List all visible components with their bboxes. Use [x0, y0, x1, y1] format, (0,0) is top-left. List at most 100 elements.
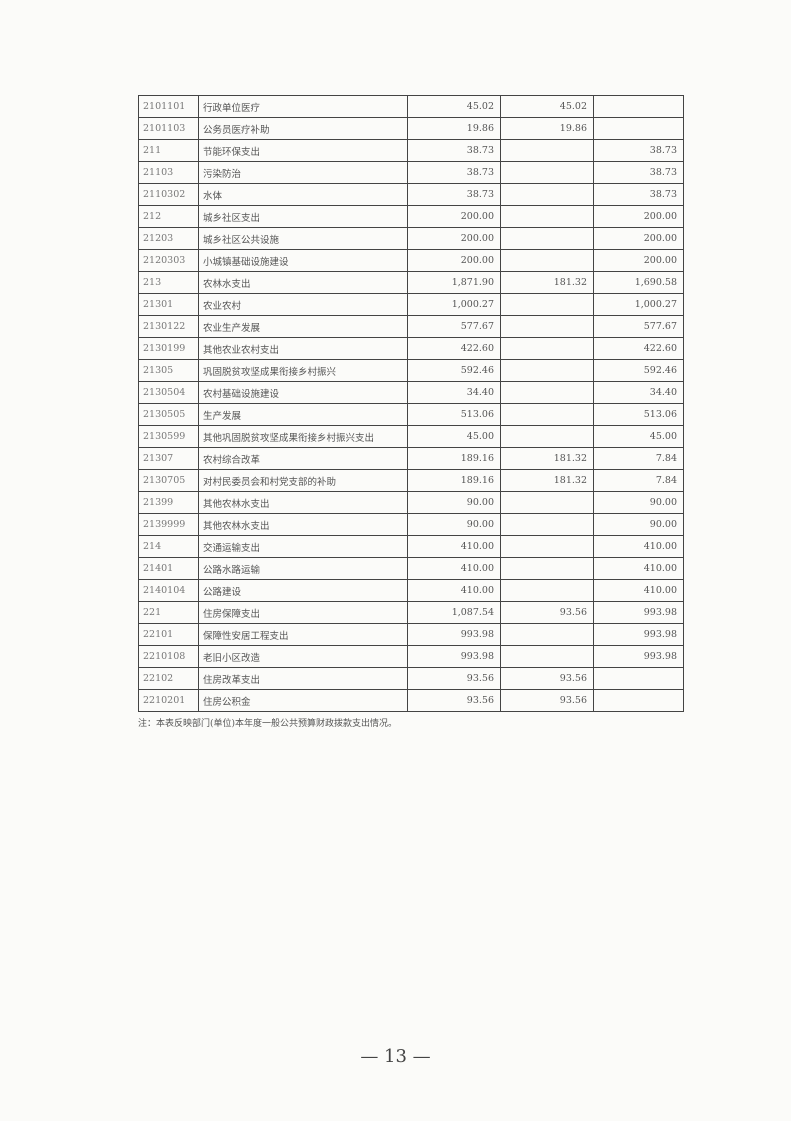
basic-expenditure [500, 161, 594, 184]
table-row: 2130199 其他农业农村支出 422.60 422.60 [138, 337, 684, 360]
table-row: 2101101 行政单位医疗 45.02 45.02 [138, 95, 684, 118]
table-row: 211 节能环保支出 38.73 38.73 [138, 139, 684, 162]
total-amount: 189.16 [407, 447, 501, 470]
project-expenditure: 200.00 [593, 227, 684, 250]
subject-code: 21305 [138, 359, 199, 382]
project-expenditure: 592.46 [593, 359, 684, 382]
project-expenditure: 90.00 [593, 491, 684, 514]
basic-expenditure [500, 293, 594, 316]
table-row: 2101103 公务员医疗补助 19.86 19.86 [138, 117, 684, 140]
basic-expenditure: 181.32 [500, 271, 594, 294]
total-amount: 90.00 [407, 513, 501, 536]
subject-name: 其他巩固脱贫攻坚成果衔接乡村振兴支出 [198, 425, 408, 448]
table-row: 2120303 小城镇基础设施建设 200.00 200.00 [138, 249, 684, 272]
subject-code: 22102 [138, 667, 199, 690]
subject-name: 公务员医疗补助 [198, 117, 408, 140]
subject-code: 214 [138, 535, 199, 558]
subject-code: 2139999 [138, 513, 199, 536]
basic-expenditure: 93.56 [500, 601, 594, 624]
subject-name: 生产发展 [198, 403, 408, 426]
table-row: 22101 保障性安居工程支出 993.98 993.98 [138, 623, 684, 646]
subject-code: 2130599 [138, 425, 199, 448]
table-row: 2140104 公路建设 410.00 410.00 [138, 579, 684, 602]
expenditure-table: 2101101 行政单位医疗 45.02 45.02 2101103 公务员医疗补助 19.… [138, 95, 684, 712]
total-amount: 200.00 [407, 227, 501, 250]
total-amount: 189.16 [407, 469, 501, 492]
table-row: 2210108 老旧小区改造 993.98 993.98 [138, 645, 684, 668]
table-row: 21305 巩固脱贫攻坚成果衔接乡村振兴 592.46 592.46 [138, 359, 684, 382]
table-row: 22102 住房改革支出 93.56 93.56 [138, 667, 684, 690]
table-row: 221 住房保障支出 1,087.54 93.56 993.98 [138, 601, 684, 624]
total-amount: 577.67 [407, 315, 501, 338]
subject-code: 2120303 [138, 249, 199, 272]
project-expenditure [593, 117, 684, 140]
total-amount: 993.98 [407, 645, 501, 668]
total-amount: 410.00 [407, 535, 501, 558]
table-row: 2210201 住房公积金 93.56 93.56 [138, 689, 684, 712]
project-expenditure [593, 95, 684, 118]
total-amount: 38.73 [407, 139, 501, 162]
basic-expenditure [500, 249, 594, 272]
project-expenditure: 90.00 [593, 513, 684, 536]
total-amount: 45.00 [407, 425, 501, 448]
total-amount: 93.56 [407, 689, 501, 712]
subject-name: 其他农林水支出 [198, 513, 408, 536]
project-expenditure [593, 689, 684, 712]
subject-name: 农村综合改革 [198, 447, 408, 470]
project-expenditure [593, 667, 684, 690]
subject-name: 城乡社区支出 [198, 205, 408, 228]
subject-code: 2130705 [138, 469, 199, 492]
subject-code: 2130122 [138, 315, 199, 338]
basic-expenditure [500, 227, 594, 250]
total-amount: 993.98 [407, 623, 501, 646]
subject-code: 2140104 [138, 579, 199, 602]
basic-expenditure: 93.56 [500, 689, 594, 712]
basic-expenditure: 181.32 [500, 469, 594, 492]
table-row: 2130505 生产发展 513.06 513.06 [138, 403, 684, 426]
subject-code: 2101103 [138, 117, 199, 140]
total-amount: 592.46 [407, 359, 501, 382]
subject-name: 保障性安居工程支出 [198, 623, 408, 646]
basic-expenditure [500, 425, 594, 448]
project-expenditure: 993.98 [593, 645, 684, 668]
basic-expenditure: 181.32 [500, 447, 594, 470]
subject-code: 21399 [138, 491, 199, 514]
subject-name: 农村基础设施建设 [198, 381, 408, 404]
project-expenditure: 38.73 [593, 183, 684, 206]
total-amount: 1,000.27 [407, 293, 501, 316]
subject-code: 22101 [138, 623, 199, 646]
subject-code: 2130505 [138, 403, 199, 426]
basic-expenditure [500, 337, 594, 360]
project-expenditure: 1,000.27 [593, 293, 684, 316]
subject-name: 住房保障支出 [198, 601, 408, 624]
subject-name: 水体 [198, 183, 408, 206]
basic-expenditure [500, 557, 594, 580]
subject-code: 221 [138, 601, 199, 624]
total-amount: 200.00 [407, 249, 501, 272]
subject-code: 21307 [138, 447, 199, 470]
project-expenditure: 34.40 [593, 381, 684, 404]
subject-name: 其他农林水支出 [198, 491, 408, 514]
basic-expenditure [500, 645, 594, 668]
subject-code: 21301 [138, 293, 199, 316]
table-row: 21307 农村综合改革 189.16 181.32 7.84 [138, 447, 684, 470]
subject-code: 213 [138, 271, 199, 294]
project-expenditure: 993.98 [593, 601, 684, 624]
total-amount: 422.60 [407, 337, 501, 360]
basic-expenditure [500, 205, 594, 228]
subject-name: 农林水支出 [198, 271, 408, 294]
subject-name: 公路建设 [198, 579, 408, 602]
project-expenditure: 200.00 [593, 205, 684, 228]
table-row: 2139999 其他农林水支出 90.00 90.00 [138, 513, 684, 536]
project-expenditure: 38.73 [593, 139, 684, 162]
total-amount: 410.00 [407, 579, 501, 602]
project-expenditure: 422.60 [593, 337, 684, 360]
table-row: 2130504 农村基础设施建设 34.40 34.40 [138, 381, 684, 404]
subject-name: 农业农村 [198, 293, 408, 316]
table-row: 21203 城乡社区公共设施 200.00 200.00 [138, 227, 684, 250]
subject-name: 节能环保支出 [198, 139, 408, 162]
table-row: 2130705 对村民委员会和村党支部的补助 189.16 181.32 7.84 [138, 469, 684, 492]
subject-code: 2130199 [138, 337, 199, 360]
project-expenditure: 513.06 [593, 403, 684, 426]
project-expenditure: 1,690.58 [593, 271, 684, 294]
